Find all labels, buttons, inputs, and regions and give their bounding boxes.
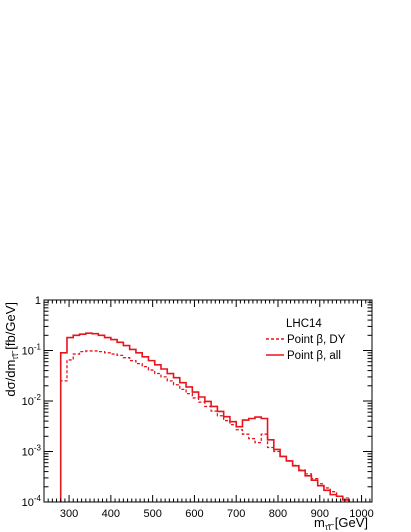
series-layer: [59, 332, 350, 502]
x-tick-label: 500: [143, 508, 161, 520]
series-dy-line: [60, 350, 350, 502]
x-tick-labels: 300 400 500 600 700 800 900 1000: [60, 508, 374, 520]
plot-area: [43, 299, 373, 503]
x-tick-label: 900: [311, 508, 329, 520]
x-axis-title: mτ̃τ̃ [GeV]: [314, 515, 368, 532]
legend-label-dy: Point β, DY: [287, 334, 346, 346]
y-tick-labels: 10-4 10-3 10-2 10-1 1: [22, 295, 42, 509]
legend-label-all: Point β, all: [287, 350, 341, 362]
legend-title: LHC14: [286, 318, 322, 330]
y-tick-label: 10-1: [22, 343, 42, 358]
x-axis-title-subscript: τ̃τ̃: [325, 523, 334, 532]
x-tick-label: 700: [227, 508, 245, 520]
y-tick-label: 10-3: [22, 444, 42, 459]
series-all-line: [59, 332, 350, 502]
x-tick-label: 400: [102, 508, 120, 520]
x-axis-title-unit: [GeV]: [331, 515, 368, 530]
legend: LHC14 Point β, DY Point β, all: [266, 318, 346, 362]
y-axis-title-unit: [fb/GeV]: [3, 302, 18, 353]
y-tick-label: 10-2: [22, 393, 42, 408]
ticks-layer: [44, 299, 372, 503]
plot-frame: [43, 299, 373, 503]
x-axis-title-main: m: [314, 515, 325, 530]
x-tick-label: 600: [185, 508, 203, 520]
x-tick-label: 1000: [349, 508, 373, 520]
y-axis-title: dσ/dmτ̃τ̃ [fb/GeV]: [3, 302, 20, 397]
y-tick-label: 10-4: [22, 494, 42, 509]
y-axis-title-main: dσ/dm: [3, 360, 18, 397]
y-axis-title-subscript: τ̃τ̃: [11, 350, 20, 359]
x-tick-label: 800: [269, 508, 287, 520]
x-tick-label: 300: [60, 508, 78, 520]
y-tick-label: 1: [35, 295, 41, 307]
